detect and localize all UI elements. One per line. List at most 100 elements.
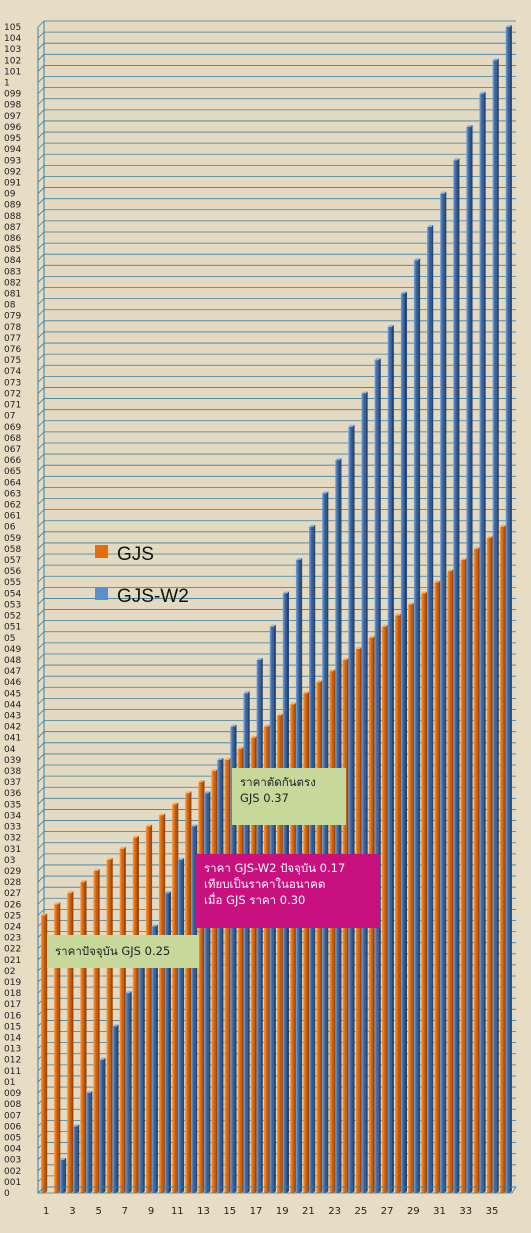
grid-line-depth <box>37 709 45 716</box>
grid-line-depth <box>37 897 45 905</box>
bar-gjs <box>41 915 46 1193</box>
y-tick-label: 068 <box>4 434 21 444</box>
grid-line-depth <box>37 220 45 228</box>
grid-line-depth <box>37 209 45 217</box>
grid-line-depth <box>37 664 45 672</box>
grid-line-depth <box>37 242 45 250</box>
bar-gjs-side <box>123 846 126 1193</box>
bar-gjs <box>460 560 465 1193</box>
bar-gjs <box>119 848 124 1193</box>
bar-gjs-side <box>438 580 441 1193</box>
x-tick-label: 3 <box>69 1206 75 1217</box>
x-tick-label: 29 <box>407 1206 420 1217</box>
bar-gjs-w2-top <box>466 124 473 127</box>
bar-gjs-w2-side <box>457 158 460 1194</box>
bar-gjs-w2-top <box>256 657 263 660</box>
y-tick-label: 044 <box>4 700 21 710</box>
y-tick-label: 012 <box>4 1056 21 1066</box>
bar-gjs <box>316 682 321 1193</box>
y-tick-label: 059 <box>4 534 21 544</box>
y-tick-label: 067 <box>4 445 21 455</box>
y-tick-label: 105 <box>4 23 21 33</box>
bar-gjs-w2-top <box>453 158 460 161</box>
bar-gjs-w2 <box>479 93 484 1194</box>
y-tick-label: 013 <box>4 1045 21 1055</box>
bar-gjs-side <box>399 613 402 1193</box>
bar-gjs <box>329 671 334 1193</box>
y-tick-label: 009 <box>4 1089 21 1099</box>
bar-gjs <box>421 593 426 1193</box>
y-tick-label: 034 <box>4 811 21 821</box>
bar-gjs-top <box>172 802 179 805</box>
y-tick-label: 064 <box>4 478 21 488</box>
grid-line-depth <box>37 431 45 439</box>
bar-gjs-w2-top <box>73 1124 80 1127</box>
y-tick-label: 1 <box>4 79 10 89</box>
y-tick-label: 048 <box>4 656 21 666</box>
bar-gjs-top <box>486 535 493 538</box>
note-crossing-line2: GJS 0.37 <box>240 791 289 805</box>
y-tick-label: 079 <box>4 312 21 322</box>
grid-line-depth <box>37 31 45 39</box>
x-tick-label: 35 <box>486 1206 499 1217</box>
bar-gjs-w2-side <box>496 58 499 1193</box>
bar-gjs-w2-side <box>116 1024 119 1193</box>
y-tick-label: 096 <box>4 123 21 133</box>
bar-gjs-top <box>185 791 192 794</box>
bar-gjs-top <box>316 680 323 683</box>
x-tick-label: 9 <box>148 1206 154 1217</box>
note-current-line1: ราคาปัจจุบัน GJS 0.25 <box>55 944 171 958</box>
bar-gjs-top <box>460 558 467 561</box>
y-tick-label: 017 <box>4 1000 21 1010</box>
y-tick-label: 082 <box>4 278 21 288</box>
bar-gjs-w2 <box>112 1026 117 1193</box>
bar-gjs <box>290 704 295 1193</box>
y-tick-label: 098 <box>4 101 21 111</box>
y-tick-label: 039 <box>4 756 21 766</box>
bar-gjs-side <box>136 835 139 1193</box>
bar-gjs-w2-top <box>335 458 342 461</box>
legend-label-gjs-w2: GJS-W2 <box>117 586 189 607</box>
bar-gjs <box>250 737 255 1193</box>
grid-line-depth <box>37 153 45 161</box>
y-tick-label: 028 <box>4 878 21 888</box>
y-tick-label: 102 <box>4 56 21 66</box>
y-tick-label: 06 <box>4 523 16 533</box>
bar-gjs-top <box>473 546 480 549</box>
grid-line-depth <box>37 798 45 805</box>
bar-gjs-w2 <box>400 293 405 1193</box>
bar-gjs-top <box>342 657 349 660</box>
grid-line-depth <box>37 564 45 572</box>
grid-line-depth <box>37 587 45 594</box>
bar-gjs <box>132 837 137 1193</box>
y-tick-label: 063 <box>4 489 21 499</box>
grid-line-depth <box>37 520 45 527</box>
grid-line-depth <box>37 231 45 239</box>
bar-gjs-w2 <box>374 360 379 1194</box>
y-tick-label: 008 <box>4 1100 21 1110</box>
y-tick-label: 091 <box>4 178 21 188</box>
bar-gjs-side <box>281 713 284 1193</box>
y-tick-label: 007 <box>4 1111 21 1121</box>
grid-line-depth <box>37 753 45 761</box>
grid-line-depth <box>37 598 45 605</box>
y-tick-label: 047 <box>4 667 21 677</box>
grid-line-depth <box>37 253 45 261</box>
y-tick-label: 083 <box>4 267 21 277</box>
plot-floor <box>37 1186 517 1194</box>
grid-line-depth <box>37 831 45 838</box>
bar-gjs-w2 <box>492 60 497 1193</box>
y-tick-label: 042 <box>4 723 21 733</box>
grid-line-depth <box>37 142 45 150</box>
bar-gjs-top <box>290 702 297 705</box>
x-tick-label: 25 <box>354 1206 367 1217</box>
grid-line-depth <box>37 653 45 661</box>
bar-gjs-w2-side <box>221 757 224 1193</box>
bar-gjs-w2 <box>453 160 458 1194</box>
grid-line-depth <box>37 687 45 694</box>
bar-gjs-w2-top <box>177 857 185 860</box>
y-tick-label: 022 <box>4 945 21 955</box>
bar-gjs-top <box>499 524 507 527</box>
bar-gjs <box>185 793 190 1193</box>
note-future-line3: เมื่อ GJS ราคา 0.30 <box>204 893 306 907</box>
